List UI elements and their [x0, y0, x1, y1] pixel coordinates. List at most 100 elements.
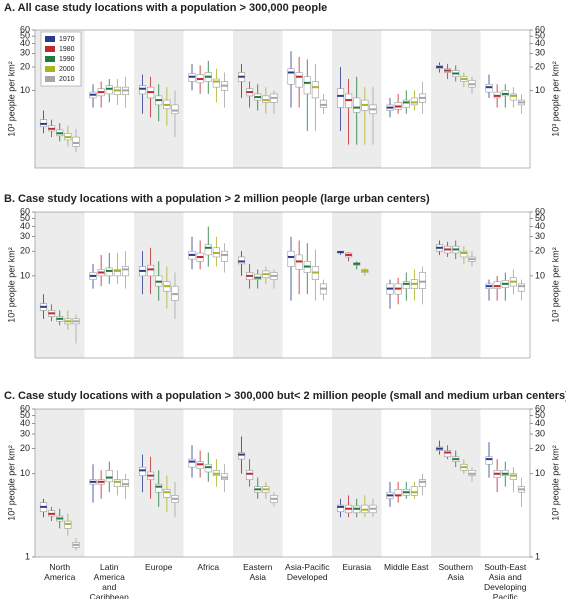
box — [517, 283, 526, 292]
box — [402, 281, 410, 289]
box — [336, 88, 345, 108]
legend-label: 1980 — [59, 46, 75, 53]
box — [444, 450, 452, 458]
y-tick-label: 30 — [535, 231, 545, 241]
y-tick-label: 20 — [535, 443, 545, 453]
y-tick-label: 30 — [20, 428, 30, 438]
y-tick-label: 50 — [535, 410, 545, 420]
y-tick-label: 40 — [20, 38, 30, 48]
y-tick-label: 20 — [535, 61, 545, 71]
box — [509, 473, 517, 480]
box — [220, 250, 229, 262]
y-tick-label: 10 — [535, 270, 545, 280]
y-axis-label: 10³ people per km² — [6, 61, 16, 137]
x-tick-label: Asia-Pacific Developed — [285, 562, 330, 582]
box — [163, 489, 171, 498]
box — [418, 479, 427, 487]
chart-title: B. Case study locations with a populatio… — [4, 193, 430, 205]
legend-swatch — [45, 66, 55, 72]
y-tick-label: 10 — [535, 85, 545, 95]
box — [509, 93, 517, 101]
box — [493, 281, 501, 289]
box — [138, 85, 147, 95]
x-tick-label: Southern Asia — [438, 562, 474, 582]
y-tick-label: 40 — [20, 221, 30, 231]
box — [410, 486, 418, 496]
box — [485, 456, 493, 465]
x-tick-label: Europe — [145, 562, 173, 572]
box — [410, 97, 418, 106]
y-tick-label: 1 — [25, 551, 30, 561]
band-shade — [332, 409, 382, 557]
x-tick-label: Eurasia — [342, 562, 372, 572]
box — [138, 466, 147, 476]
box — [287, 250, 295, 267]
y-tick-label: 50 — [20, 31, 30, 41]
y-tick-label: 50 — [535, 31, 545, 41]
y-tick-label: 30 — [20, 231, 30, 241]
box — [204, 244, 212, 256]
y-axis-label: 10³ people per km² — [6, 247, 16, 323]
box — [105, 470, 113, 483]
box — [319, 99, 328, 108]
y-tick-label: 20 — [20, 443, 30, 453]
box — [121, 266, 130, 277]
band-shade — [431, 30, 481, 168]
band-shade — [431, 212, 481, 358]
legend-swatch — [45, 46, 55, 52]
box — [72, 136, 80, 147]
y-tick-label: 40 — [20, 418, 30, 428]
y-tick-label: 50 — [535, 213, 545, 223]
box — [155, 483, 163, 493]
band-shade — [332, 212, 382, 358]
box — [336, 504, 345, 513]
legend-label: 1970 — [59, 36, 75, 43]
box — [105, 85, 113, 95]
x-tick-label: Eastern Asia — [243, 562, 273, 582]
y-tick-label: 10 — [20, 85, 30, 95]
y-tick-label: 10 — [20, 270, 30, 280]
box — [113, 479, 121, 487]
box — [485, 83, 493, 93]
y-tick-label: 50 — [20, 410, 30, 420]
y-tick-label: 40 — [535, 221, 545, 231]
y-tick-label: 10 — [20, 468, 30, 478]
y-tick-label: 30 — [535, 48, 545, 58]
legend-label: 2010 — [59, 76, 75, 83]
chart-title: C. Case study locations with a populatio… — [4, 390, 566, 402]
y-tick-label: 60 — [535, 24, 545, 34]
box — [237, 256, 246, 265]
chart-title: A. All case study locations with a popul… — [4, 2, 327, 14]
y-axis-label: 10³ people per km² — [550, 61, 560, 137]
legend-label: 1990 — [59, 56, 75, 63]
y-axis-label: 10³ people per km² — [550, 247, 560, 323]
y-tick-label: 40 — [535, 38, 545, 48]
box — [303, 76, 311, 95]
y-axis-label: 10³ people per km² — [6, 445, 16, 521]
y-tick-label: 40 — [535, 418, 545, 428]
box — [460, 250, 468, 258]
y-tick-label: 1 — [535, 551, 540, 561]
box — [295, 72, 303, 88]
plot-frame — [34, 211, 531, 359]
band-shade — [35, 409, 85, 557]
box — [188, 458, 196, 468]
box — [113, 269, 121, 277]
y-tick-label: 30 — [20, 48, 30, 58]
y-tick-label: 60 — [20, 403, 30, 413]
box — [353, 97, 361, 113]
band-shade — [35, 212, 85, 358]
y-tick-label: 60 — [20, 24, 30, 34]
y-axis-label: 10³ people per km² — [550, 445, 560, 521]
legend-swatch — [45, 56, 55, 62]
legend-label: 2000 — [59, 66, 75, 73]
box — [402, 99, 410, 108]
y-tick-label: 20 — [20, 246, 30, 256]
y-tick-label: 20 — [20, 61, 30, 71]
legend-swatch — [45, 36, 55, 42]
box — [212, 78, 220, 88]
y-tick-label: 50 — [20, 213, 30, 223]
y-tick-label: 30 — [535, 428, 545, 438]
plot-frame — [34, 29, 531, 169]
